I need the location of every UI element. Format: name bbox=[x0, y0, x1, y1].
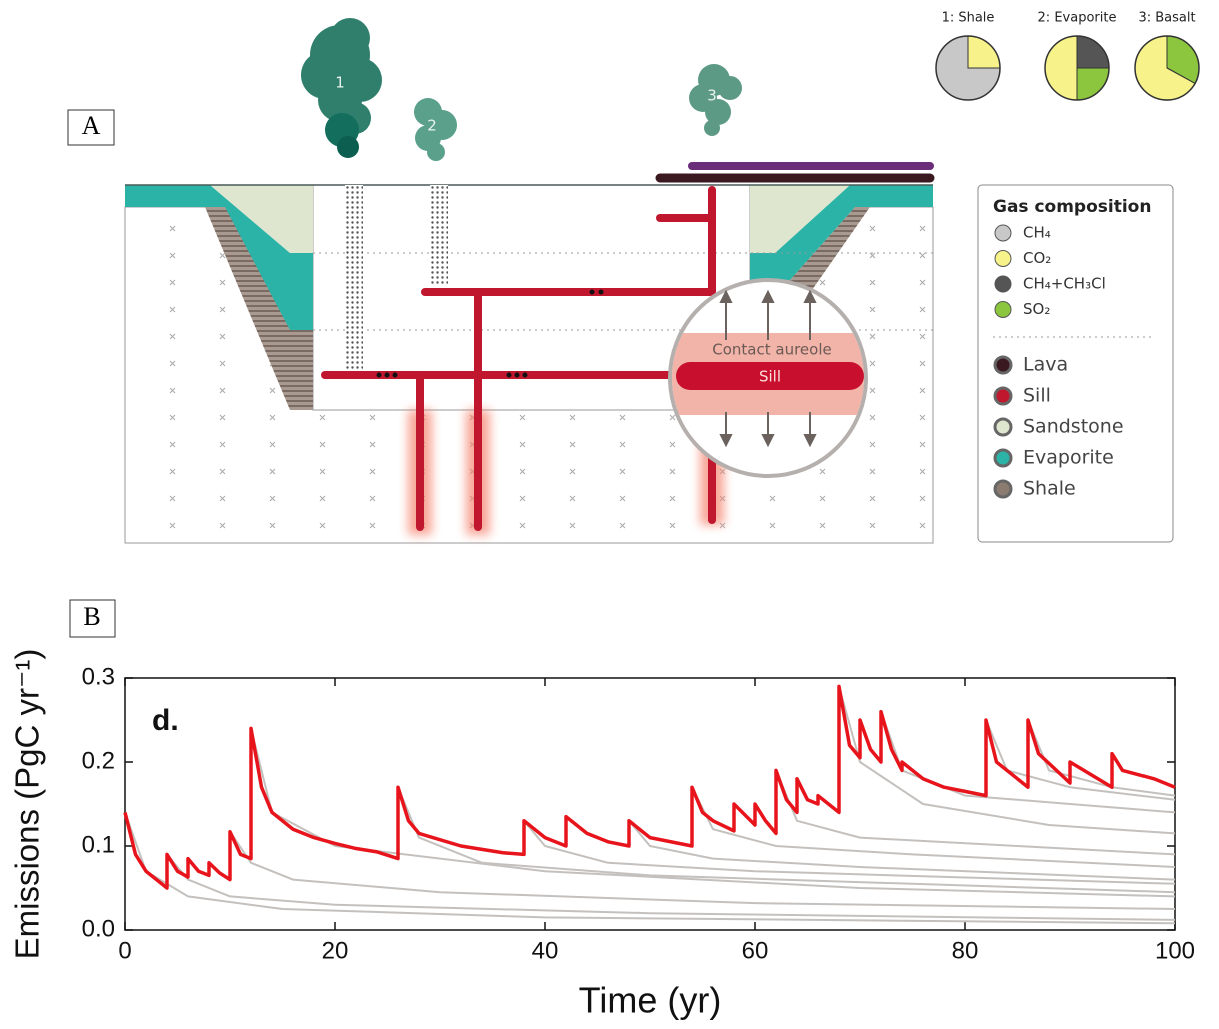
legend-box bbox=[977, 184, 1174, 543]
legend-swatch bbox=[994, 301, 1012, 318]
series-line bbox=[124, 812, 1176, 925]
sandstone-layer bbox=[750, 185, 850, 253]
legend-swatch bbox=[993, 386, 1013, 406]
evaporite-layer bbox=[750, 185, 933, 280]
series-line bbox=[691, 786, 1176, 868]
x-tick-label: 0 bbox=[118, 937, 131, 964]
legend-label: CH₄+CH₃Cl bbox=[1023, 275, 1106, 293]
y-tick-label: 0.3 bbox=[82, 663, 115, 690]
y-tick-label: 0.0 bbox=[82, 915, 115, 942]
sandstone-layer bbox=[210, 185, 313, 253]
series-line bbox=[229, 831, 1176, 910]
pie-label: 3: Basalt bbox=[1138, 11, 1195, 26]
x-tick-label: 60 bbox=[742, 937, 769, 964]
panel-label: B bbox=[83, 602, 100, 631]
legend-label: Sill bbox=[1023, 385, 1051, 407]
series-line bbox=[1027, 719, 1176, 797]
series-line bbox=[397, 786, 1176, 894]
legend-label: Shale bbox=[1023, 478, 1076, 500]
gas-conduit bbox=[345, 185, 363, 370]
shale-layer bbox=[205, 207, 313, 410]
pie-label: 1: Shale bbox=[942, 11, 995, 26]
legend-swatch bbox=[993, 355, 1013, 375]
legend-title: Gas composition bbox=[993, 197, 1151, 217]
legend-swatch bbox=[994, 275, 1012, 293]
plume-label: 2 bbox=[427, 117, 437, 135]
plume-label: 3 bbox=[707, 87, 717, 105]
series-line bbox=[523, 820, 1176, 885]
y-tick-label: 0.1 bbox=[82, 831, 115, 858]
series-line bbox=[250, 728, 1176, 898]
pie-outline bbox=[1044, 35, 1110, 101]
pie-label: 2: Evaporite bbox=[1038, 11, 1117, 26]
panel-label: A bbox=[82, 111, 101, 140]
legend-swatch bbox=[993, 479, 1013, 499]
shale-layer bbox=[750, 207, 870, 300]
series-line bbox=[123, 684, 1176, 890]
panel-label-box bbox=[69, 599, 116, 638]
pie-outline bbox=[1134, 35, 1200, 101]
inset-content bbox=[672, 333, 864, 415]
sill-dots bbox=[376, 289, 604, 378]
series-line bbox=[985, 719, 1176, 801]
gas-conduit bbox=[430, 185, 448, 285]
series-line bbox=[838, 686, 1176, 835]
legend-label: Evaporite bbox=[1023, 447, 1114, 469]
plume bbox=[689, 64, 742, 136]
panel-label-box bbox=[67, 109, 115, 146]
series-line bbox=[628, 820, 1176, 881]
plume bbox=[414, 98, 457, 161]
y-axis-label: Emissions (PgC yr⁻¹) bbox=[9, 649, 46, 960]
legend-swatch bbox=[993, 417, 1013, 437]
plot-frame bbox=[124, 677, 1176, 931]
x-tick-label: 100 bbox=[1155, 937, 1195, 964]
x-tick-label: 20 bbox=[322, 937, 349, 964]
legend-swatch bbox=[994, 224, 1012, 242]
chart-title: d. bbox=[152, 704, 179, 737]
legend-label: Sandstone bbox=[1023, 416, 1124, 438]
inset-label: Sill bbox=[759, 368, 781, 386]
plume bbox=[301, 18, 382, 158]
x-axis-label: Time (yr) bbox=[579, 980, 722, 1021]
inset-label: Contact aureole bbox=[712, 341, 831, 359]
legend-swatch bbox=[994, 250, 1012, 267]
series-line bbox=[880, 711, 1176, 814]
y-tick-label: 0.2 bbox=[82, 747, 115, 774]
legend-label: CH₄ bbox=[1023, 224, 1051, 242]
plume-label: 1 bbox=[335, 74, 345, 92]
inset-arrows bbox=[719, 289, 817, 448]
x-tick-label: 80 bbox=[952, 937, 979, 964]
pie-slice bbox=[1044, 35, 1078, 101]
legend-swatch bbox=[993, 448, 1013, 468]
legend-label: Lava bbox=[1023, 354, 1068, 376]
legend-label: SO₂ bbox=[1023, 300, 1050, 318]
evaporite-layer bbox=[125, 185, 313, 330]
legend-label: CO₂ bbox=[1023, 249, 1051, 267]
x-tick-label: 40 bbox=[532, 937, 559, 964]
pie-outline bbox=[935, 35, 1001, 101]
